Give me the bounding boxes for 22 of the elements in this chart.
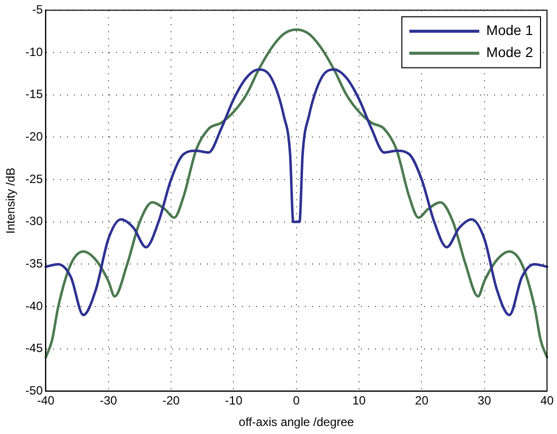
x-tick-label: 10 — [352, 394, 366, 408]
y-tick-label: -5 — [32, 2, 44, 17]
y-tick-label: -30 — [25, 214, 44, 228]
y-axis-title: Intensity /dB — [4, 168, 18, 234]
y-tick-label: -40 — [25, 298, 44, 313]
legend-label: Mode 1 — [486, 22, 534, 38]
x-axis-title: off-axis angle /degree — [238, 415, 354, 430]
x-tick-label: 0 — [293, 394, 300, 408]
y-tick-label: -10 — [25, 44, 44, 59]
x-tick-label: -10 — [225, 394, 243, 408]
x-tick-label: 30 — [478, 394, 492, 408]
x-tick-label: -30 — [100, 394, 118, 408]
x-tick-label: 40 — [540, 394, 554, 408]
y-tick-label: -25 — [25, 172, 44, 186]
x-tick-label: 20 — [415, 394, 429, 408]
line-series — [44, 68, 548, 316]
x-tick-label: -20 — [162, 394, 180, 408]
legend-label: Mode 2 — [486, 44, 534, 60]
y-tick-label: -35 — [25, 256, 44, 271]
y-tick-label: -15 — [25, 87, 44, 102]
y-tick-label: -20 — [25, 130, 44, 144]
y-tick-label: -45 — [25, 341, 44, 356]
